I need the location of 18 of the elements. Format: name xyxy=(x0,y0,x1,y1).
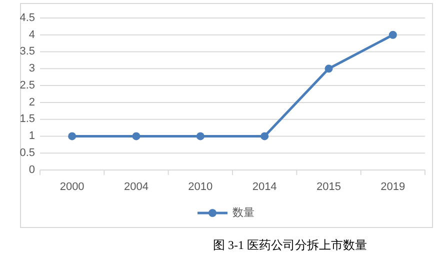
ytick: 4 xyxy=(28,28,35,41)
ytick: 3.5 xyxy=(20,46,35,58)
ytick: 1.5 xyxy=(20,113,35,126)
xtick: 2015 xyxy=(316,180,341,193)
xtick: 2019 xyxy=(380,180,406,193)
ytick: 2.5 xyxy=(20,79,35,92)
xtick: 2004 xyxy=(124,180,148,193)
xtick: 2000 xyxy=(60,180,84,193)
title: 图 3-1 医药公司分拆上市数量 xyxy=(213,238,367,252)
xtick: 2010 xyxy=(188,180,213,193)
ytick: 0.5 xyxy=(20,147,35,160)
legend-label: 数量 xyxy=(232,206,254,219)
xtick: 2014 xyxy=(252,180,277,193)
ytick: 1 xyxy=(28,130,35,142)
ytick: 0 xyxy=(28,164,35,176)
ytick: 4.5 xyxy=(20,12,35,24)
ytick: 2 xyxy=(28,96,35,108)
ytick: 3 xyxy=(28,62,35,75)
